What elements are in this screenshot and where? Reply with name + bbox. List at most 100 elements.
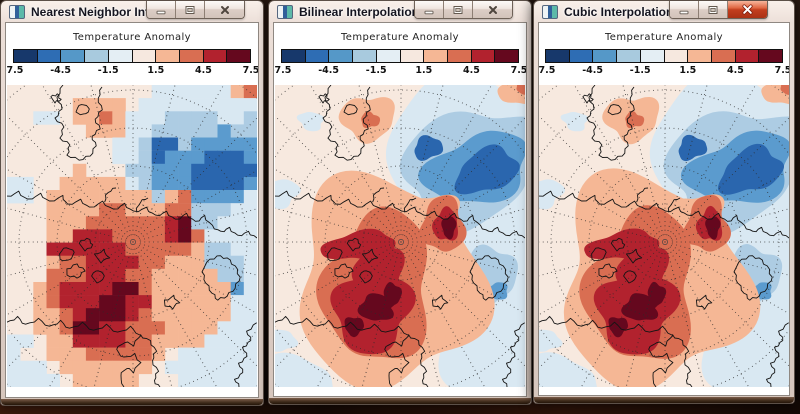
- colorbar-segment: [375, 50, 400, 62]
- colorbar-segment: [446, 50, 471, 62]
- colorbar-segment: [663, 50, 688, 62]
- plot-area: Temperature Anomaly -7.5 -4.5 -1.5 1.5 4.5 7.…: [538, 22, 790, 396]
- colorbar-tick-label: -7.5: [6, 65, 24, 76]
- colorbar-segment: [710, 50, 735, 62]
- colorbar-segment: [423, 50, 447, 62]
- colorbar: [545, 49, 783, 63]
- colorbar-tick-labels: -7.5 -4.5 -1.5 1.5 4.5 7.5: [274, 65, 526, 78]
- colorbar-tick-label: 4.5: [194, 65, 212, 76]
- colorbar-tick-label: -1.5: [97, 65, 119, 76]
- colorbar-tick-label: 1.5: [147, 65, 165, 76]
- app-icon: [9, 4, 25, 19]
- titlebar[interactable]: Bilinear Interpolation: [273, 1, 527, 22]
- colorbar-tick-label: -1.5: [629, 65, 651, 76]
- colorbar-segment: [352, 50, 376, 62]
- colorbar-segment: [304, 50, 329, 62]
- colorbar-tick-label: -1.5: [365, 65, 387, 76]
- colorbar-segment: [282, 50, 305, 62]
- colorbar-segment: [202, 50, 227, 62]
- maximize-button[interactable]: [175, 1, 204, 18]
- colorbar-segment: [639, 50, 664, 62]
- minimize-button[interactable]: [147, 1, 175, 18]
- colorbar-tick-label: -7.5: [538, 65, 556, 76]
- colorbar-tick-label: 1.5: [415, 65, 433, 76]
- close-icon: [488, 5, 497, 14]
- titlebar[interactable]: Cubic Interpolation: [538, 1, 790, 22]
- colorbar-segment: [758, 50, 783, 62]
- map-wrap: [539, 85, 789, 387]
- colorbar-segment: [178, 50, 203, 62]
- colorbar-segment: [470, 50, 495, 62]
- colorbar-tick-label: -4.5: [50, 65, 71, 76]
- app-icon: [542, 4, 558, 19]
- temperature-map-svg: [539, 85, 789, 387]
- colorbar-wrap: -7.5 -4.5 -1.5 1.5 4.5 7.5: [539, 49, 789, 78]
- plot-area: Temperature Anomaly -7.5 -4.5 -1.5 1.5 4.5 7.…: [5, 22, 259, 398]
- map-wrap: [7, 85, 257, 387]
- plot-title: Temperature Anomaly: [73, 32, 191, 43]
- close-icon: [742, 4, 753, 15]
- close-button[interactable]: [727, 1, 767, 18]
- window-bilinear: Bilinear Interpolation Temperature Anoma…: [268, 0, 532, 405]
- caption-buttons: [414, 1, 513, 19]
- colorbar-tick-label: -4.5: [318, 65, 339, 76]
- colorbar-tick-label: 7.5: [242, 65, 259, 76]
- window-title: Cubic Interpolation: [564, 4, 674, 19]
- caption-buttons: [146, 1, 245, 19]
- colorbar-tick-label: -4.5: [582, 65, 603, 76]
- close-button[interactable]: [204, 1, 244, 18]
- colorbar-segment: [60, 50, 85, 62]
- minimize-button[interactable]: [670, 1, 698, 18]
- colorbar-segment: [616, 50, 640, 62]
- plot-title: Temperature Anomaly: [605, 32, 723, 43]
- colorbar-segment: [155, 50, 179, 62]
- colorbar-tick-label: 7.5: [774, 65, 790, 76]
- colorbar-segment: [592, 50, 617, 62]
- colorbar-wrap: -7.5 -4.5 -1.5 1.5 4.5 7.5: [274, 49, 526, 78]
- plot-title: Temperature Anomaly: [341, 32, 459, 43]
- colorbar-tick-label: 7.5: [510, 65, 527, 76]
- window-cubic: Cubic Interpolation Temperature Anomaly …: [533, 0, 795, 404]
- caption-buttons: [669, 1, 768, 19]
- colorbar-segment: [84, 50, 108, 62]
- window-title: Bilinear Interpolation: [299, 4, 420, 19]
- minimize-icon: [679, 10, 689, 14]
- colorbar-tick-labels: -7.5 -4.5 -1.5 1.5 4.5 7.5: [6, 65, 258, 78]
- temperature-map-svg: [275, 85, 525, 387]
- maximize-icon: [453, 5, 463, 14]
- colorbar-segment: [734, 50, 759, 62]
- app-icon: [277, 4, 293, 19]
- maximize-button[interactable]: [698, 1, 727, 18]
- maximize-button[interactable]: [443, 1, 472, 18]
- minimize-icon: [156, 10, 166, 14]
- colorbar-segment: [399, 50, 424, 62]
- close-icon: [220, 5, 229, 14]
- colorbar-segment: [107, 50, 132, 62]
- map-wrap: [275, 85, 525, 387]
- colorbar-tick-label: 4.5: [462, 65, 480, 76]
- colorbar-segment: [36, 50, 61, 62]
- colorbar-segment: [546, 50, 569, 62]
- colorbar-wrap: -7.5 -4.5 -1.5 1.5 4.5 7.5: [6, 49, 258, 78]
- titlebar[interactable]: Nearest Neighbor Interpolation: [5, 1, 259, 22]
- colorbar-tick-label: 4.5: [726, 65, 744, 76]
- minimize-button[interactable]: [415, 1, 443, 18]
- colorbar-segment: [328, 50, 353, 62]
- colorbar-segment: [568, 50, 593, 62]
- colorbar-segment: [226, 50, 251, 62]
- plot-area: Temperature Anomaly -7.5 -4.5 -1.5 1.5 4.5 7.…: [273, 22, 527, 397]
- colorbar-segment: [14, 50, 37, 62]
- colorbar: [13, 49, 251, 63]
- colorbar-tick-label: 1.5: [679, 65, 697, 76]
- colorbar: [281, 49, 519, 63]
- maximize-icon: [708, 5, 718, 14]
- window-nearest-neighbor: Nearest Neighbor Interpolation Temperatu…: [0, 0, 264, 406]
- colorbar-tick-labels: -7.5 -4.5 -1.5 1.5 4.5 7.5: [539, 65, 789, 78]
- colorbar-segment: [494, 50, 519, 62]
- colorbar-segment: [687, 50, 711, 62]
- colorbar-tick-label: -7.5: [274, 65, 292, 76]
- temperature-map-svg: [7, 85, 257, 387]
- colorbar-segment: [131, 50, 156, 62]
- close-button[interactable]: [472, 1, 512, 18]
